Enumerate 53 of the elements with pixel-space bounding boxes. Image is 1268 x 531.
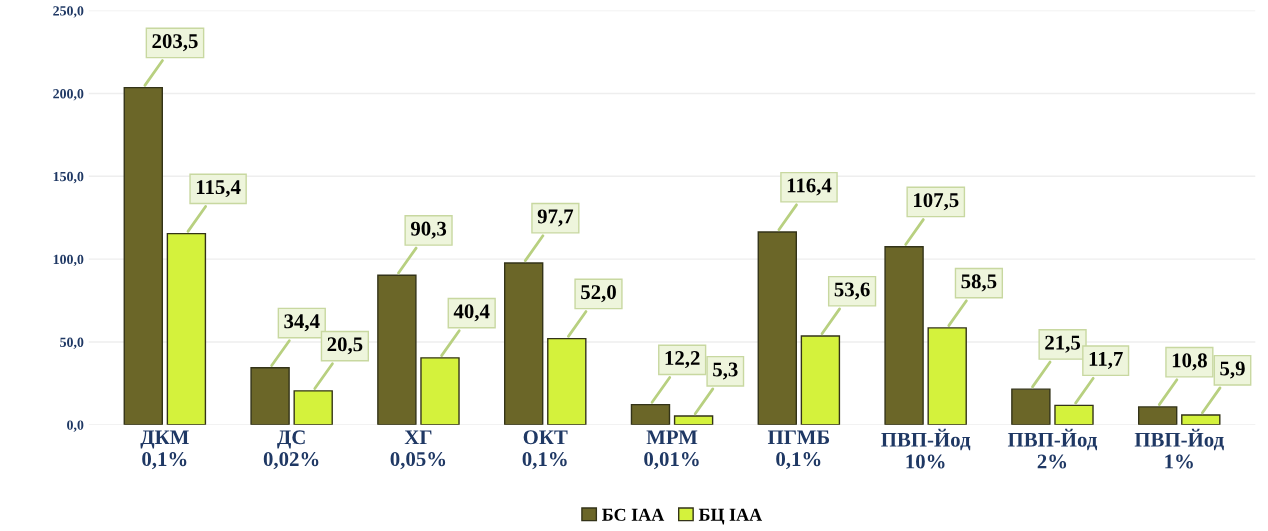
data-label: 21,5: [1045, 335, 1081, 353]
bar: [757, 231, 797, 425]
x-tick-label: ДС 0,02%: [263, 430, 319, 470]
data-label: 90,3: [410, 221, 447, 239]
bar: [1137, 406, 1178, 425]
bar: [420, 357, 460, 425]
data-label: 203,5: [152, 34, 198, 52]
y-tick-label: 150,0: [53, 171, 84, 184]
x-tick-label: ХГ 0,05%: [390, 430, 446, 470]
data-label: 40,4: [453, 304, 490, 322]
bar: [1181, 414, 1221, 425]
data-label: 116,4: [787, 178, 832, 196]
data-label: 5,9: [1220, 361, 1245, 379]
data-label: 58,5: [961, 274, 997, 292]
data-label: 115,4: [196, 180, 241, 198]
x-tick-label: ОКТ 0,1%: [522, 430, 568, 470]
bar: [377, 274, 417, 425]
bar: [503, 262, 544, 425]
bar: [166, 232, 207, 425]
data-label: 12,2: [665, 351, 700, 369]
bar: [673, 415, 714, 425]
data-label: 34,4: [284, 314, 320, 332]
legend-label: БС IAA: [602, 508, 665, 521]
x-tick-label: МРМ 0,01%: [644, 430, 699, 470]
y-tick-label: 250,0: [53, 6, 84, 18]
y-tick-label: 50,0: [60, 337, 84, 349]
bar: [1054, 404, 1094, 425]
x-tick-label: ПВП-Йод 2%: [1007, 428, 1098, 469]
data-label: 5,3: [713, 362, 738, 380]
bar: [293, 390, 333, 425]
data-label: 20,5: [327, 337, 363, 355]
bar: [800, 335, 841, 425]
bar: [123, 86, 163, 425]
data-label: 107,5: [914, 193, 959, 211]
legend-label: БЦ IAA: [698, 508, 763, 525]
x-tick-label: ПВП-Йод 1%: [1134, 428, 1224, 469]
data-label: 53,6: [834, 282, 870, 300]
bar: [927, 327, 967, 425]
data-label: 97,7: [537, 209, 574, 227]
bar: [1011, 388, 1051, 425]
y-tick-label: 200,0: [53, 89, 84, 101]
data-label: 11,7: [1089, 351, 1123, 369]
x-tick-label: ДКМ 0,1%: [140, 430, 189, 470]
x-tick-label: ПГМБ 0,1%: [767, 430, 830, 470]
data-label: 10,8: [1172, 353, 1207, 371]
x-tick-label: ПВП-Йод 10%: [881, 428, 971, 469]
bar: [630, 403, 671, 425]
bar: [884, 246, 924, 425]
data-label: 52,0: [581, 285, 616, 303]
bar: [250, 367, 290, 425]
bar: [547, 337, 587, 425]
y-tick-label: 100,0: [53, 254, 84, 267]
y-tick-label: 0,0: [67, 420, 84, 432]
